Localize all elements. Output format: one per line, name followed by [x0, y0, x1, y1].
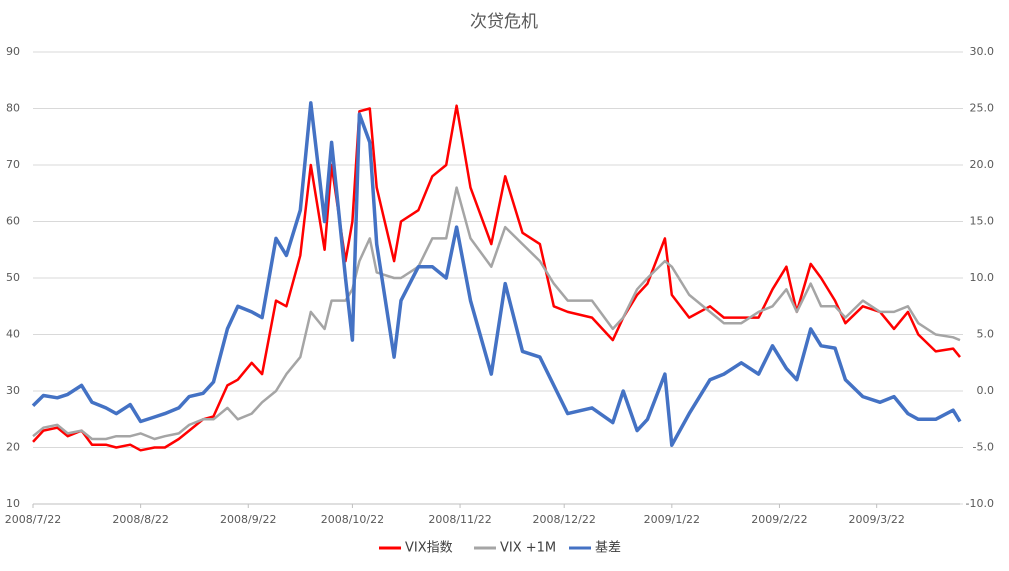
y2-tick-label: 25.0 [970, 102, 995, 115]
y-tick-label: 60 [6, 215, 20, 228]
y-tick-label: 10 [6, 497, 20, 510]
x-tick-label: 2008/11/22 [428, 513, 491, 526]
x-tick-label: 2009/2/22 [751, 513, 807, 526]
y-tick-label: 40 [6, 328, 20, 341]
y-tick-label: 20 [6, 441, 20, 454]
y2-tick-label: 10.0 [970, 271, 995, 284]
legend-text: VIX指数 [405, 541, 453, 556]
x-tick-label: 2008/12/22 [532, 513, 595, 526]
x-tick-label: 2009/1/22 [644, 513, 700, 526]
y2-tick-label: -5.0 [973, 441, 994, 454]
y2-tick-label: 15.0 [970, 215, 995, 228]
x-tick-label: 2008/9/22 [220, 513, 276, 526]
y-tick-label: 90 [6, 45, 20, 58]
y-tick-label: 70 [6, 158, 20, 171]
legend-text: 基差 [595, 541, 621, 556]
y-tick-label: 30 [6, 384, 20, 397]
y-tick-label: 50 [6, 271, 20, 284]
series-line [32, 186, 961, 441]
series-line [32, 104, 961, 452]
series-line [31, 101, 962, 447]
y2-tick-label: 0.0 [977, 384, 995, 397]
x-tick-label: 2009/3/22 [848, 513, 904, 526]
chart-title: 次贷危机 [470, 12, 538, 32]
y-tick-label: 80 [6, 102, 20, 115]
y2-tick-label: 30.0 [970, 45, 995, 58]
legend-text: VIX +1M [500, 541, 556, 556]
x-tick-label: 2008/10/22 [321, 513, 384, 526]
x-tick-label: 2008/7/22 [5, 513, 61, 526]
y2-tick-label: 20.0 [970, 158, 995, 171]
y2-tick-label: 5.0 [977, 328, 995, 341]
x-tick-label: 2008/8/22 [112, 513, 168, 526]
y2-tick-label: -10.0 [966, 497, 994, 510]
